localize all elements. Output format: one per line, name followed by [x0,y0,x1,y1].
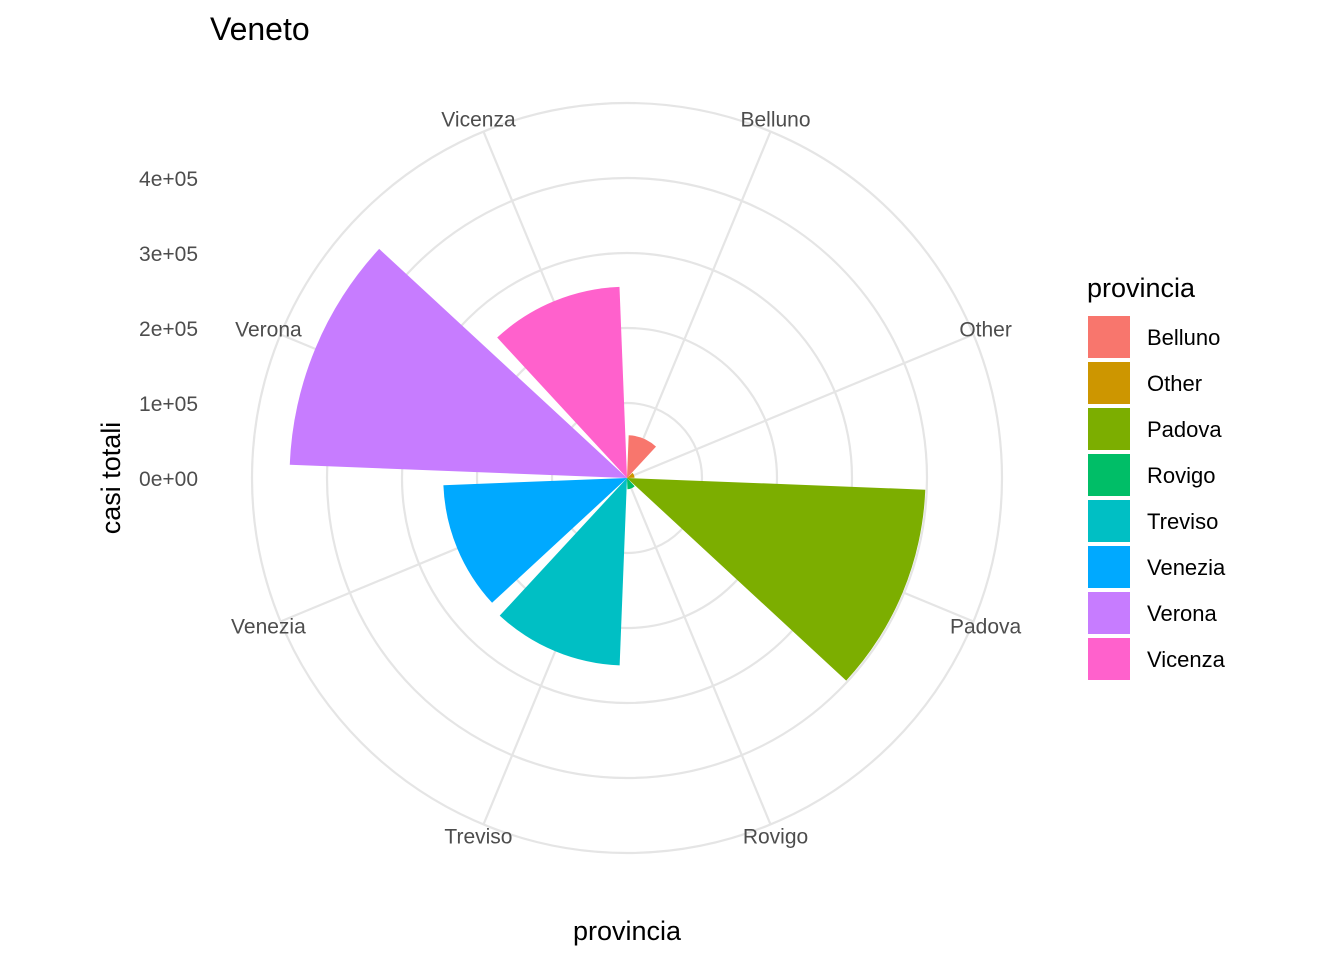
bars-group [289,248,926,681]
legend-label-verona: Verona [1147,601,1217,626]
bar-venezia [443,478,627,603]
bar-vicenza [497,286,627,478]
legend-label-venezia: Venezia [1147,555,1226,580]
bar-rovigo [627,478,635,490]
grid-circle-4 [325,176,929,780]
legend-swatch-belluno [1088,316,1130,358]
grid-spoke-other [626,333,974,480]
grid-circle-5 [250,101,1004,855]
legend-label-vicenza: Vicenza [1147,647,1226,672]
legend-label-other: Other [1147,371,1202,396]
y-tick-label-0: 0e+00 [139,468,198,491]
category-label-vicenza: Vicenza [441,108,516,131]
category-label-treviso: Treviso [444,826,512,849]
grid-circle-2 [475,326,779,630]
bar-verona [289,248,627,478]
legend-label-rovigo: Rovigo [1147,463,1215,488]
y-tick-label-2: 2e+05 [139,318,198,341]
legend-label-padova: Padova [1147,417,1222,442]
bar-padova [627,478,926,681]
legend-swatch-treviso [1088,500,1130,542]
y-tick-labels: 0e+00 1e+05 2e+05 3e+05 4e+05 [139,168,198,491]
y-axis-title: casi totali [96,422,126,535]
category-label-venezia: Venezia [231,616,306,639]
category-labels: Belluno Other Padova Rovigo Treviso Venezia Ve… [231,108,1021,848]
bar-treviso [499,478,627,666]
y-tick-label-1: 1e+05 [139,393,198,416]
bar-belluno [627,435,657,478]
category-label-padova: Padova [950,616,1022,639]
legend: provincia Belluno Other Padova Rovigo Trevis… [1087,273,1226,680]
legend-label-treviso: Treviso [1147,509,1218,534]
legend-label-belluno: Belluno [1147,325,1220,350]
legend-swatch-rovigo [1088,454,1130,496]
y-tick-label-4: 4e+05 [139,168,198,191]
legend-title: provincia [1087,273,1196,303]
x-axis-title: provincia [573,916,682,946]
category-label-verona: Verona [235,318,302,341]
y-tick-label-3: 3e+05 [139,243,198,266]
grid-circle-3 [400,251,854,705]
grid-spoke-belluno [625,131,772,479]
legend-swatch-verona [1088,592,1130,634]
legend-swatch-padova [1088,408,1130,450]
category-label-belluno: Belluno [740,108,810,131]
category-label-rovigo: Rovigo [743,826,808,849]
legend-swatch-venezia [1088,546,1130,588]
chart-title: Veneto [210,11,310,47]
grid-spoke-rovigo [625,477,772,825]
category-label-other: Other [959,318,1012,341]
legend-swatch-other [1088,362,1130,404]
grid-circle-1 [550,401,704,555]
bar-other [627,472,635,478]
legend-swatch-vicenza [1088,638,1130,680]
